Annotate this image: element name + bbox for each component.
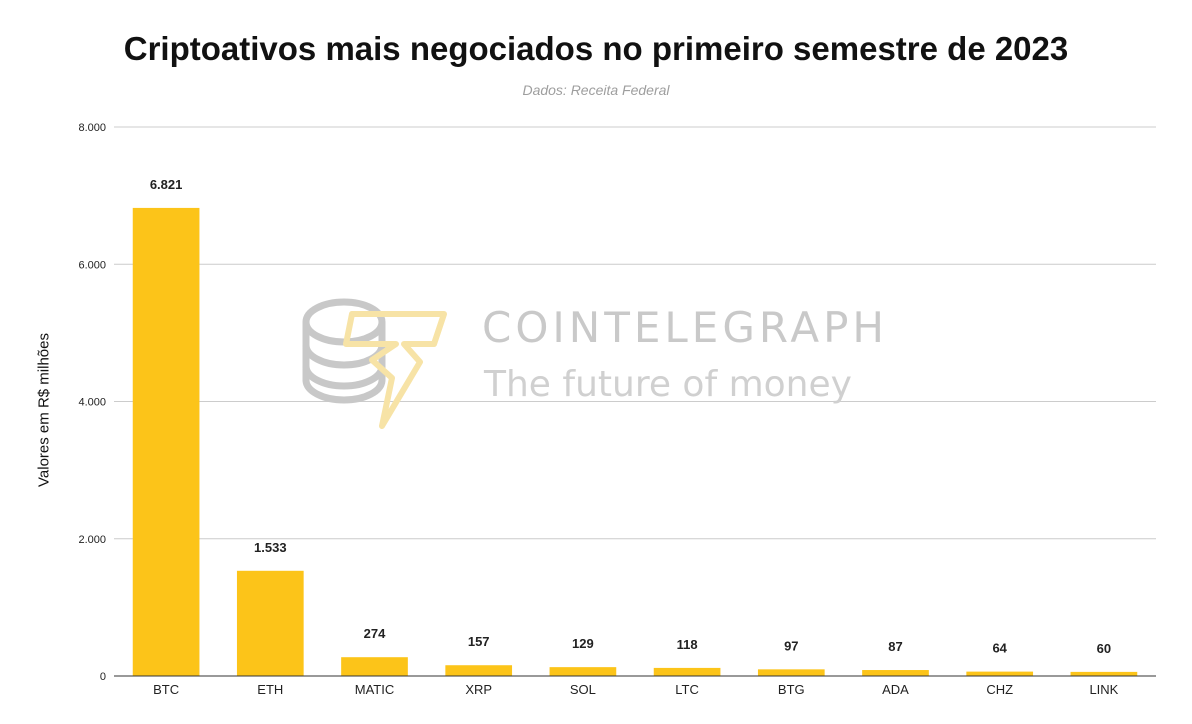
value-label: 97 xyxy=(784,638,798,653)
bar xyxy=(862,670,929,676)
chart-title: Criptoativos mais negociados no primeiro… xyxy=(123,30,1069,67)
x-tick-label: ADA xyxy=(882,682,909,697)
value-labels: 6.821 1.533 274 157 129 118 97 87 64 60 xyxy=(150,177,1111,656)
value-label: 64 xyxy=(992,641,1007,656)
value-label: 60 xyxy=(1097,641,1111,656)
bar xyxy=(132,207,200,676)
x-tick-label: LINK xyxy=(1089,682,1118,697)
watermark-brand: COINTELEGRAPH xyxy=(482,303,888,352)
y-tick-label: 6.000 xyxy=(78,259,106,271)
value-label: 118 xyxy=(677,637,698,652)
y-tick-label: 4.000 xyxy=(78,397,106,409)
x-tick-label: BTG xyxy=(778,682,805,697)
watermark-tagline: The future of money xyxy=(483,364,852,405)
bar xyxy=(757,669,825,676)
gridlines xyxy=(114,126,1156,540)
x-tick-label: LTC xyxy=(675,682,699,697)
x-tick-label: CHZ xyxy=(986,682,1013,697)
y-tick-label: 8.000 xyxy=(78,122,106,134)
bolt-logo-icon xyxy=(343,311,447,429)
value-label: 274 xyxy=(364,626,386,641)
bar xyxy=(445,665,513,676)
y-tick-label: 0 xyxy=(100,671,106,683)
chart-subtitle: Dados: Receita Federal xyxy=(522,82,670,98)
bar xyxy=(653,667,721,676)
bars xyxy=(132,207,1138,676)
x-tick-label: BTC xyxy=(153,682,179,697)
bar xyxy=(549,667,617,676)
y-tick-labels: 0 2.000 4.000 6.000 8.000 xyxy=(78,122,106,683)
bar xyxy=(236,570,304,676)
value-label: 87 xyxy=(888,639,902,654)
value-label: 157 xyxy=(468,634,490,649)
y-tick-label: 2.000 xyxy=(78,534,106,546)
bar xyxy=(1070,671,1138,676)
value-label: 129 xyxy=(572,636,594,651)
watermark: COINTELEGRAPH The future of money xyxy=(302,298,888,429)
x-tick-label: ETH xyxy=(257,682,283,697)
x-tick-labels: BTC ETH MATIC XRP SOL LTC BTG ADA CHZ LINK xyxy=(153,682,1119,697)
x-tick-label: XRP xyxy=(465,682,492,697)
bar xyxy=(966,671,1034,676)
bar xyxy=(341,657,408,676)
value-label: 6.821 xyxy=(150,177,183,192)
x-tick-label: MATIC xyxy=(355,682,394,697)
value-label: 1.533 xyxy=(254,540,287,555)
x-tick-label: SOL xyxy=(570,682,596,697)
